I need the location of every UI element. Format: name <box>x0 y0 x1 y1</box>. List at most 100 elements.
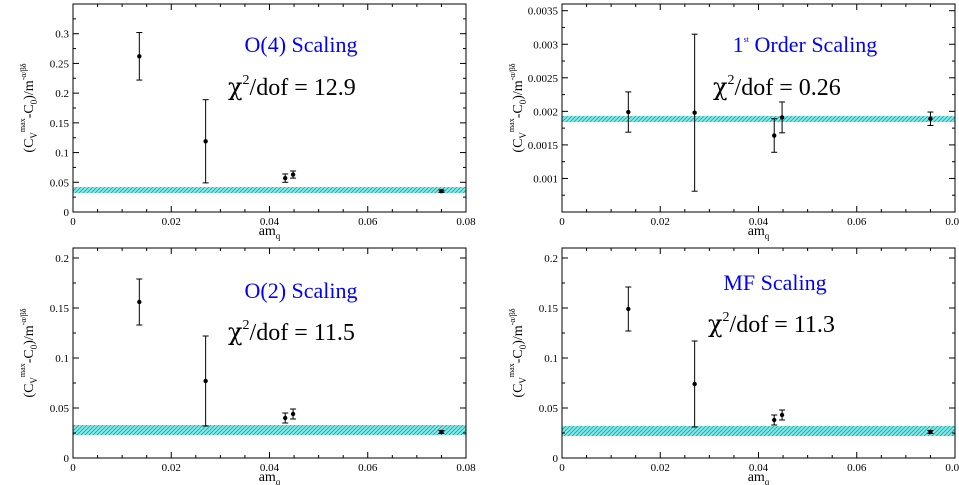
marker <box>137 299 142 305</box>
y-tick-label: 0.05 <box>50 403 70 415</box>
y-tick-label: 0.15 <box>539 303 559 315</box>
x-tick-label: 0.04 <box>749 216 769 228</box>
y-tick-label: 0.0035 <box>528 6 559 18</box>
marker <box>290 172 296 177</box>
y-tick-label: 0 <box>64 453 70 465</box>
y-label-tail: )/m <box>511 80 526 100</box>
y-tick-label: 0 <box>553 453 559 465</box>
data-point-3 <box>771 414 778 426</box>
x-tick-label: 0 <box>70 462 76 474</box>
marker <box>626 109 631 115</box>
y-tick-label: 0.001 <box>533 173 558 185</box>
x-axis-label-main: am <box>748 224 765 239</box>
x-tick-label: 0 <box>70 216 76 228</box>
x-tick-label: 0.06 <box>847 216 867 228</box>
y-label-v-sub: V <box>518 377 528 384</box>
y-tick-label: 0.1 <box>55 148 69 160</box>
marker <box>203 139 208 144</box>
y-label-v-sub: V <box>518 132 528 139</box>
y-label-exponent: -α/βδ <box>19 63 28 80</box>
y-label-zero-sub: 0 <box>518 99 528 104</box>
marker <box>283 175 288 181</box>
panel-title: 1st Order Scaling <box>733 32 878 57</box>
marker <box>137 54 142 59</box>
y-label-zero-sub: 0 <box>29 99 39 104</box>
y-label-tail: )/m <box>22 80 37 100</box>
y-tick-label: 0.15 <box>50 303 70 315</box>
chi-symbol: χ <box>708 310 723 338</box>
y-label-max-sup: max <box>18 363 27 377</box>
y-label-max-sup: max <box>18 118 27 132</box>
y-label-exponent: -α/βδ <box>508 308 517 325</box>
y-label-zero-sub: 0 <box>518 344 528 349</box>
marker <box>692 110 697 115</box>
panel-title: O(2) Scaling <box>244 278 357 303</box>
marker <box>290 411 296 417</box>
data-point-3 <box>771 118 778 153</box>
chi2-annotation: χ2/dof = 11.5 <box>228 318 355 346</box>
data-point-3 <box>282 173 289 183</box>
x-axis-label: amq <box>748 224 770 241</box>
x-tick-label: 0.04 <box>749 462 769 474</box>
y-axis-label: (CVmax-C0)/m-α/βδ <box>507 308 528 397</box>
data-point-2 <box>202 335 209 427</box>
x-axis-label-main: am <box>748 470 765 485</box>
marker <box>283 415 288 421</box>
y-tick-label: 0.05 <box>50 177 70 189</box>
data-point-1 <box>136 278 143 326</box>
y-tick-label: 0.003 <box>533 39 558 51</box>
x-tick-label: 0.06 <box>358 462 378 474</box>
y-label-zero-sub: 0 <box>29 344 39 349</box>
y-label-max-sup: max <box>507 118 516 132</box>
y-label-open: (C <box>22 139 37 153</box>
data-point-5 <box>438 189 445 194</box>
y-tick-label: 0.0025 <box>528 73 559 85</box>
x-axis-label: amq <box>259 470 281 485</box>
panel-title-main: MF Scaling <box>723 270 826 295</box>
fit-band <box>562 116 955 123</box>
chi-symbol: χ <box>228 318 243 346</box>
x-tick-label: 0.02 <box>162 216 181 228</box>
y-axis-label: (CVmax-C0)/m-α/βδ <box>18 63 39 152</box>
panel-title: MF Scaling <box>723 270 826 295</box>
y-tick-label: 0.15 <box>50 118 70 130</box>
data-point-1 <box>136 32 143 81</box>
x-axis-label: amq <box>748 470 770 485</box>
data-point-2 <box>691 340 698 428</box>
marker <box>779 115 785 120</box>
chi-exponent: 2 <box>243 318 250 333</box>
data-point-4 <box>779 101 786 134</box>
y-tick-label: 0.2 <box>544 253 558 265</box>
y-label-max-sup: max <box>507 363 516 377</box>
x-tick-label: 0.08 <box>456 462 476 474</box>
data-point-5 <box>927 429 934 435</box>
x-tick-label: 0.04 <box>260 462 280 474</box>
data-point-4 <box>290 408 297 420</box>
chi2-value: /dof = 12.9 <box>250 75 356 101</box>
y-tick-label: 0.0015 <box>528 140 559 152</box>
chi2-annotation: χ2/dof = 11.3 <box>708 310 835 338</box>
chi-symbol: χ <box>228 73 243 101</box>
x-tick-label: 0.08 <box>456 216 476 228</box>
marker <box>439 189 444 194</box>
marker <box>772 133 777 138</box>
data-point-4 <box>290 170 297 179</box>
y-tick-label: 0.2 <box>55 253 69 265</box>
panel-1: 0 0.02 0.04 0.06 0.08 0 0.05 0.1 0.15 0.2 0.25 0.3 a… <box>18 3 476 241</box>
x-axis-label-sub: q <box>765 477 770 485</box>
x-tick-label: 0.06 <box>358 216 378 228</box>
y-tick-label: 0.1 <box>544 353 558 365</box>
chi-symbol: χ <box>713 73 728 101</box>
data-point-5 <box>438 429 445 435</box>
data-point-3 <box>282 412 289 424</box>
fit-band <box>562 426 955 436</box>
y-label-open: (C <box>22 384 37 398</box>
x-tick-label: 0.02 <box>651 216 670 228</box>
y-tick-label: 0.002 <box>533 106 558 118</box>
marker <box>439 429 444 435</box>
x-tick-label: 0.02 <box>162 462 181 474</box>
chi-exponent: 2 <box>728 73 735 88</box>
panel-4: 0 0.02 0.04 0.06 0.08 0 0.05 0.1 0.15 0.2 amq (CVma… <box>507 247 959 485</box>
x-axis-label: amq <box>259 224 281 241</box>
